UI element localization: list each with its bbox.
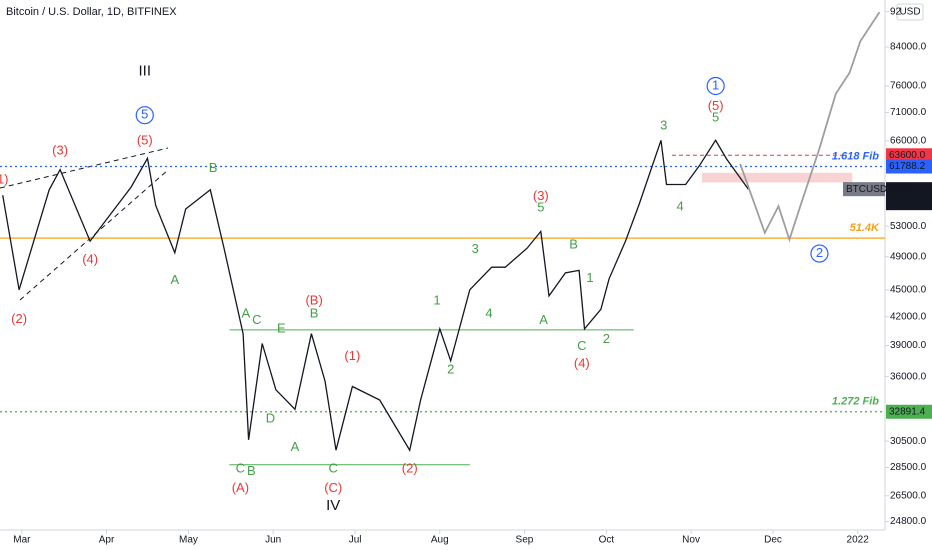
wave-label: 3 [660, 117, 667, 132]
wave-label: A [170, 272, 179, 287]
x-tick-label: 2022 [847, 535, 870, 546]
y-tick-label: 92 [890, 6, 902, 17]
wave-label: 2 [603, 331, 610, 346]
y-tick-label: 71000.0 [890, 107, 927, 118]
trend-line [19, 169, 169, 301]
level-label: 51.4K [850, 222, 880, 234]
wave-label: 5 [141, 107, 148, 122]
wave-label: D [266, 410, 275, 425]
wave-label: A [291, 439, 300, 454]
countdown: 09:34:25 [889, 197, 928, 208]
y-tick-label: 24800.0 [890, 516, 927, 527]
y-tick-label: 39000.0 [890, 340, 927, 351]
wave-label: C [577, 338, 586, 353]
level-tag: 32891.4 [889, 406, 926, 417]
wave-label: 3 [472, 241, 479, 256]
wave-label: A [539, 312, 548, 327]
x-tick-label: Dec [764, 535, 782, 546]
wave-label: 4 [677, 198, 684, 213]
y-tick-label: 42000.0 [890, 311, 927, 322]
chart-title: Bitcoin / U.S. Dollar, 1D, BITFINEX [6, 6, 177, 18]
wave-label: B [569, 236, 578, 251]
wave-label: (B) [305, 293, 322, 308]
x-tick-label: Mar [13, 535, 31, 546]
x-tick-label: Sep [516, 535, 534, 546]
wave-label: (4) [574, 355, 590, 370]
wave-label: E [277, 320, 286, 335]
resistance-tag-box [886, 148, 932, 163]
wave-label: (4) [82, 251, 98, 266]
y-tick-label: 45000.0 [890, 284, 927, 295]
wave-label: B [247, 463, 256, 478]
currency-box[interactable] [896, 3, 924, 21]
wave-label: 2 [816, 245, 823, 260]
wave-label: (5) [708, 98, 724, 113]
currency[interactable]: USD [899, 7, 920, 18]
x-tick-label: May [179, 535, 198, 546]
level-label: 1.618 Fib [832, 150, 879, 162]
wave-label: (2) [402, 460, 418, 475]
wave-label: (3) [52, 142, 68, 157]
level-tag-box [886, 404, 932, 419]
last-price: 58293.0 [889, 184, 926, 195]
wave-label: 1 [433, 293, 440, 308]
y-tick-label: 30500.0 [890, 436, 927, 447]
wave-label: C [252, 312, 261, 327]
x-tick-label: Nov [682, 535, 700, 546]
wave-label: 1 [586, 270, 593, 285]
y-tick-label: 53000.0 [890, 221, 927, 232]
wave-label: C [236, 460, 245, 475]
wave-label: 4 [485, 305, 492, 320]
wave-label: 2 [447, 362, 454, 377]
price-line [739, 11, 881, 243]
wave-label: (2) [11, 311, 27, 326]
x-tick-label: Jul [349, 535, 362, 546]
last-price-box [886, 182, 932, 211]
wave-circle [810, 244, 829, 263]
zone [701, 172, 853, 183]
wave-label: (A) [232, 480, 249, 495]
x-tick-label: Jun [265, 535, 281, 546]
y-tick-label: 26500.0 [890, 490, 927, 501]
wave-label: (1) [344, 348, 360, 363]
wave-label: III [139, 62, 152, 79]
trend-line [0, 147, 169, 189]
level-label: 1.272 Fib [832, 396, 879, 408]
wave-label: C [329, 460, 338, 475]
wave-label: B [310, 305, 319, 320]
y-tick-label: 66000.0 [890, 135, 927, 146]
symbol: BTCUSD [846, 184, 887, 195]
x-tick-label: Oct [599, 535, 615, 546]
wave-label: IV [326, 497, 340, 514]
wave-label: (C) [324, 480, 342, 495]
level-tag-box [886, 159, 932, 174]
wave-label: 5 [537, 200, 544, 215]
wave-circle [135, 106, 154, 125]
wave-label: B [209, 160, 218, 175]
y-tick-label: 36000.0 [890, 371, 927, 382]
symbol-box [843, 182, 885, 197]
x-tick-label: Aug [431, 535, 449, 546]
y-tick-label: 28500.0 [890, 462, 927, 473]
price-line [2, 139, 749, 452]
wave-label: (5) [137, 132, 153, 147]
wave-label: 1) [0, 171, 9, 186]
y-tick-label: 76000.0 [890, 81, 927, 92]
wave-label: 1 [712, 77, 719, 92]
y-tick-label: 84000.0 [890, 42, 927, 53]
wave-label: A [241, 305, 250, 320]
wave-label: (3) [533, 188, 549, 203]
level-tag: 61788.2 [889, 161, 926, 172]
x-tick-label: Apr [99, 535, 115, 546]
wave-circle [706, 76, 725, 96]
resistance-tag: 63600.0 [889, 150, 926, 161]
wave-label: 5 [712, 109, 719, 124]
y-tick-label: 49000.0 [890, 251, 927, 262]
